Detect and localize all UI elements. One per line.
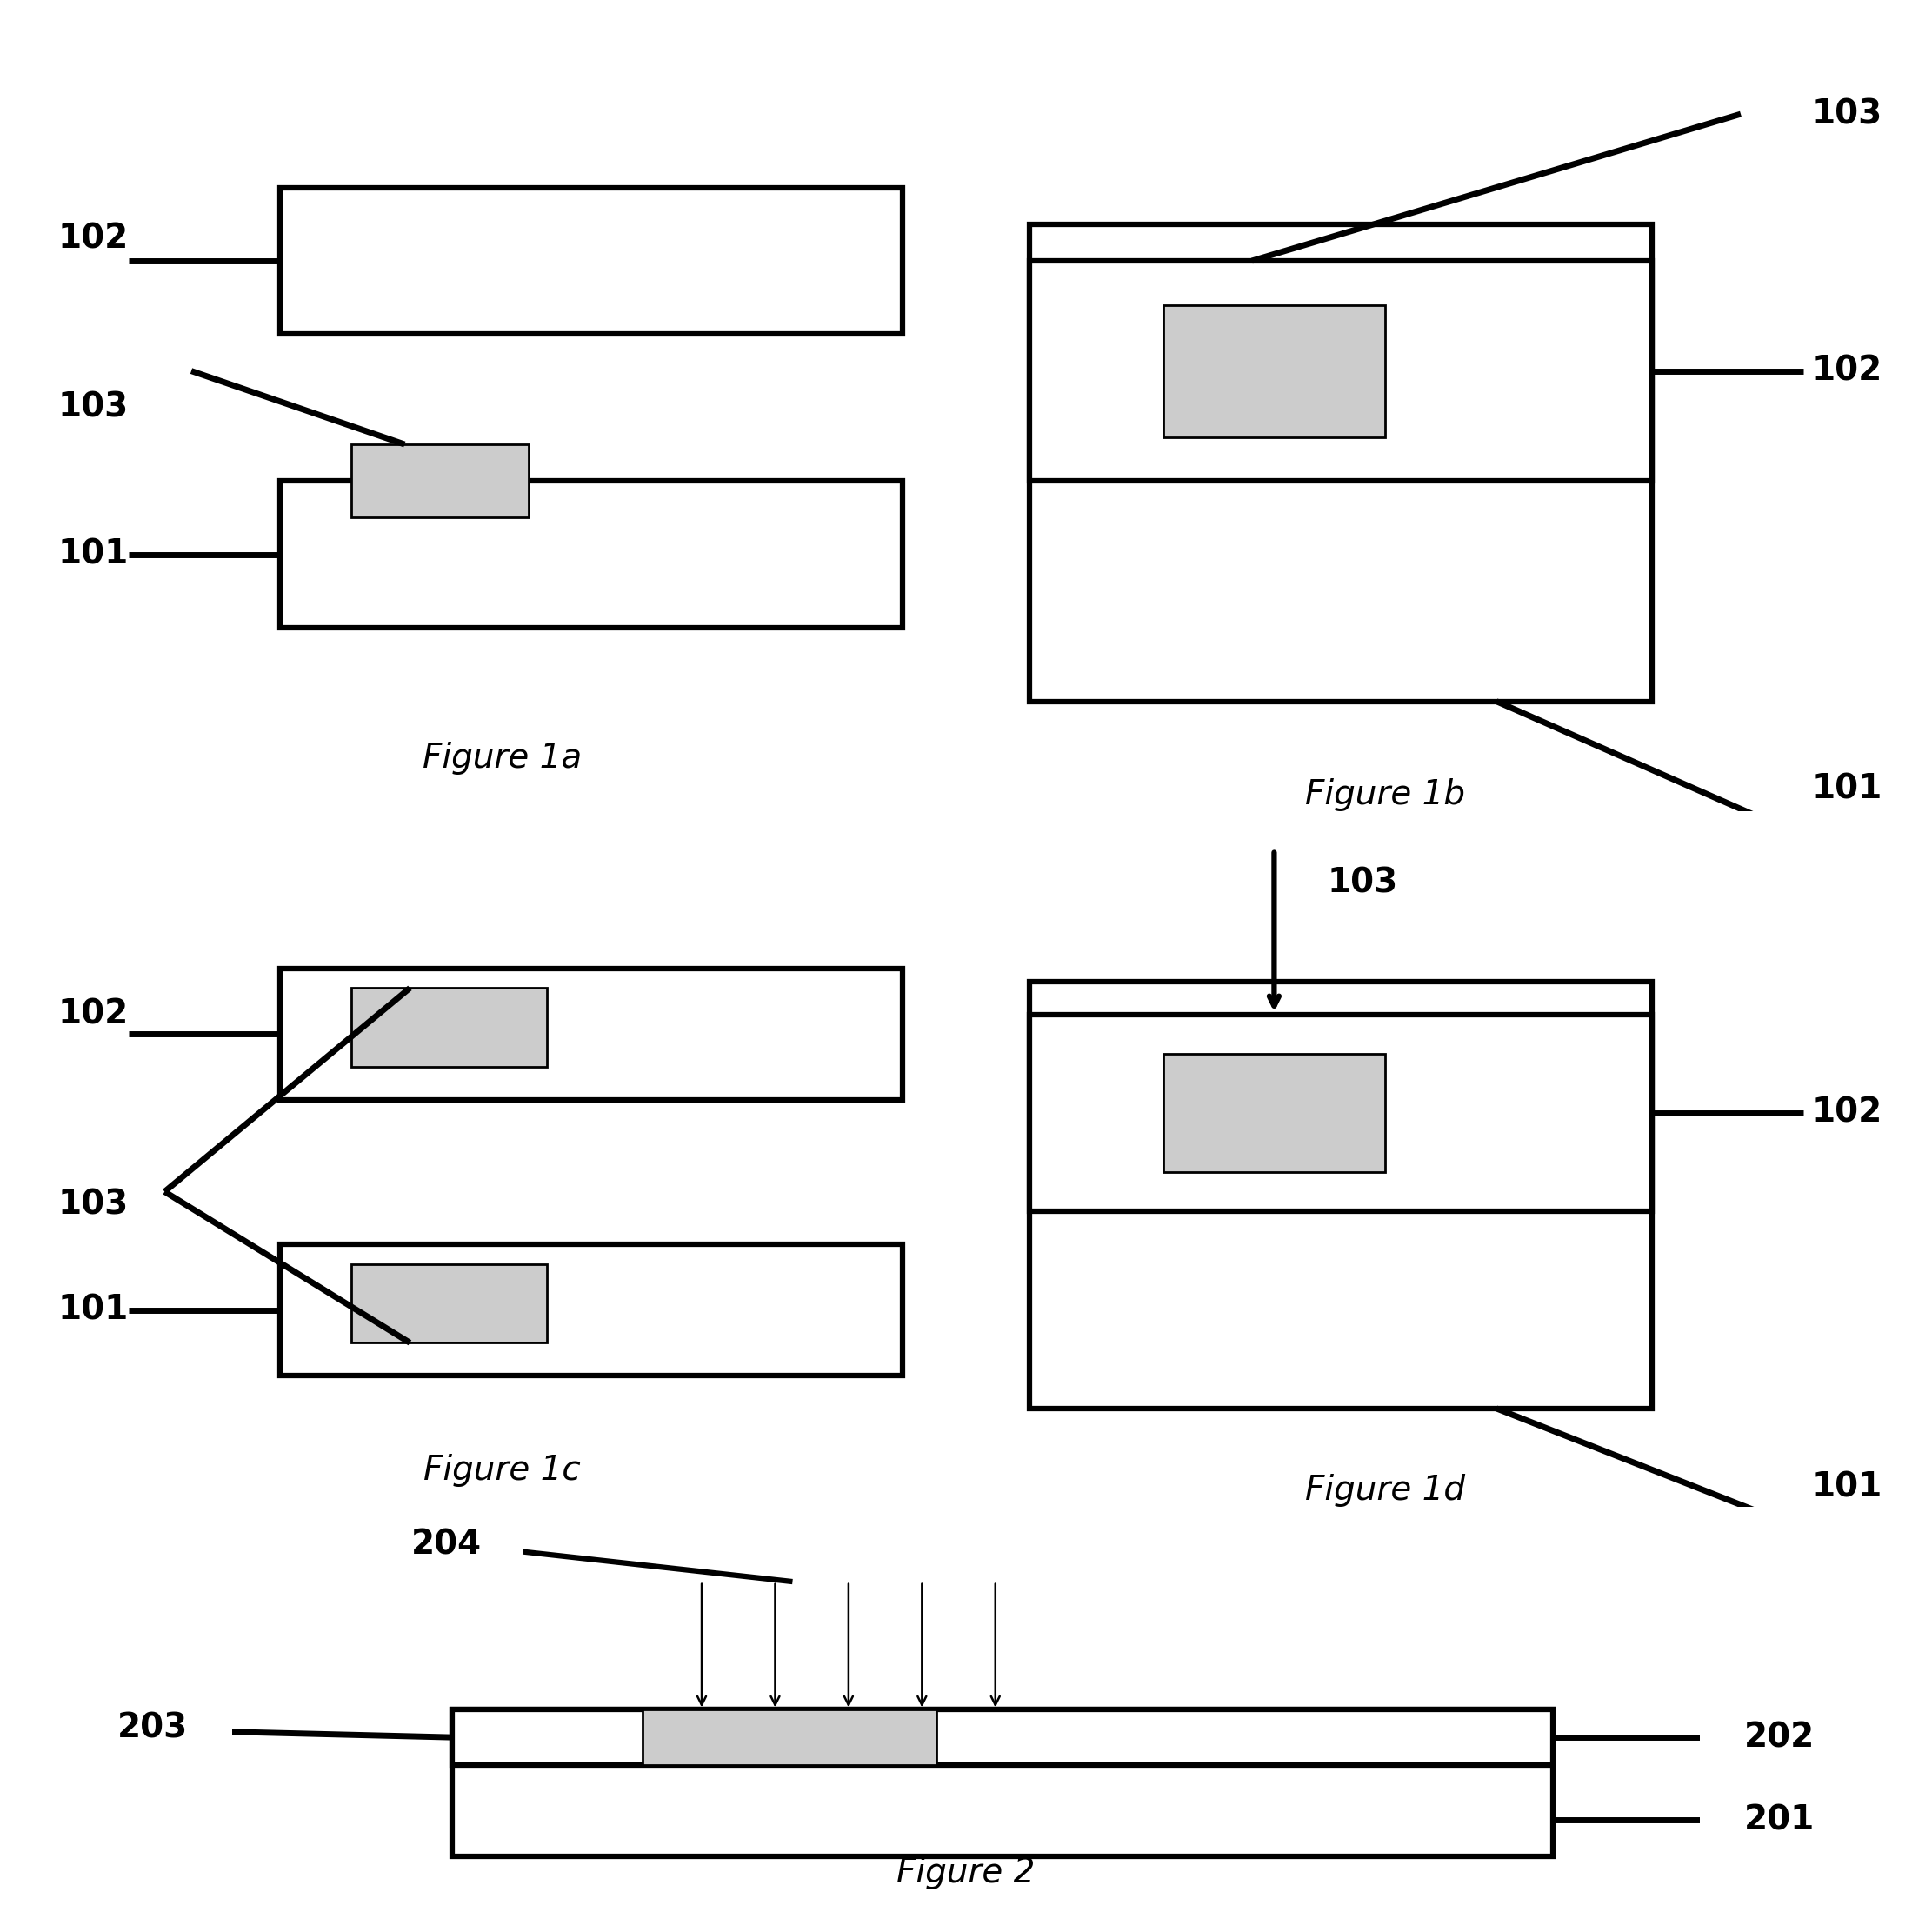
Bar (1163, 1053, 1385, 1173)
Bar (1030, 224, 1652, 701)
Text: Figure 2: Figure 2 (896, 1857, 1036, 1889)
Bar (352, 1264, 547, 1343)
Bar (280, 1244, 902, 1376)
Text: 101: 101 (58, 1293, 129, 1327)
Bar (1030, 1014, 1652, 1211)
Bar (452, 1710, 1553, 1857)
Bar (452, 1710, 1553, 1766)
Text: 103: 103 (58, 1188, 129, 1221)
Text: 102: 102 (58, 997, 129, 1032)
Text: 102: 102 (58, 222, 129, 255)
Bar (1030, 981, 1652, 1408)
Text: 203: 203 (118, 1712, 187, 1745)
Text: 101: 101 (1812, 1470, 1882, 1503)
Text: Figure 1d: Figure 1d (1306, 1474, 1464, 1507)
Text: 102: 102 (1812, 354, 1882, 388)
Bar (352, 987, 547, 1066)
Text: 101: 101 (58, 537, 129, 572)
Text: Figure 1a: Figure 1a (423, 742, 582, 775)
Bar (280, 968, 902, 1099)
Bar (1163, 305, 1385, 437)
Text: 103: 103 (58, 390, 129, 425)
Text: 103: 103 (1327, 866, 1399, 900)
Text: 202: 202 (1745, 1721, 1814, 1754)
Text: 204: 204 (412, 1528, 481, 1561)
Text: Figure 1b: Figure 1b (1306, 779, 1464, 811)
Text: Figure 1c: Figure 1c (423, 1455, 582, 1488)
Text: 102: 102 (1812, 1095, 1882, 1130)
Bar (643, 1710, 937, 1766)
Bar (280, 187, 902, 334)
Bar (1030, 261, 1652, 481)
Bar (352, 444, 529, 518)
Text: 103: 103 (1812, 97, 1882, 131)
Bar (280, 481, 902, 628)
Text: 101: 101 (1812, 773, 1882, 806)
Text: 201: 201 (1745, 1803, 1814, 1837)
